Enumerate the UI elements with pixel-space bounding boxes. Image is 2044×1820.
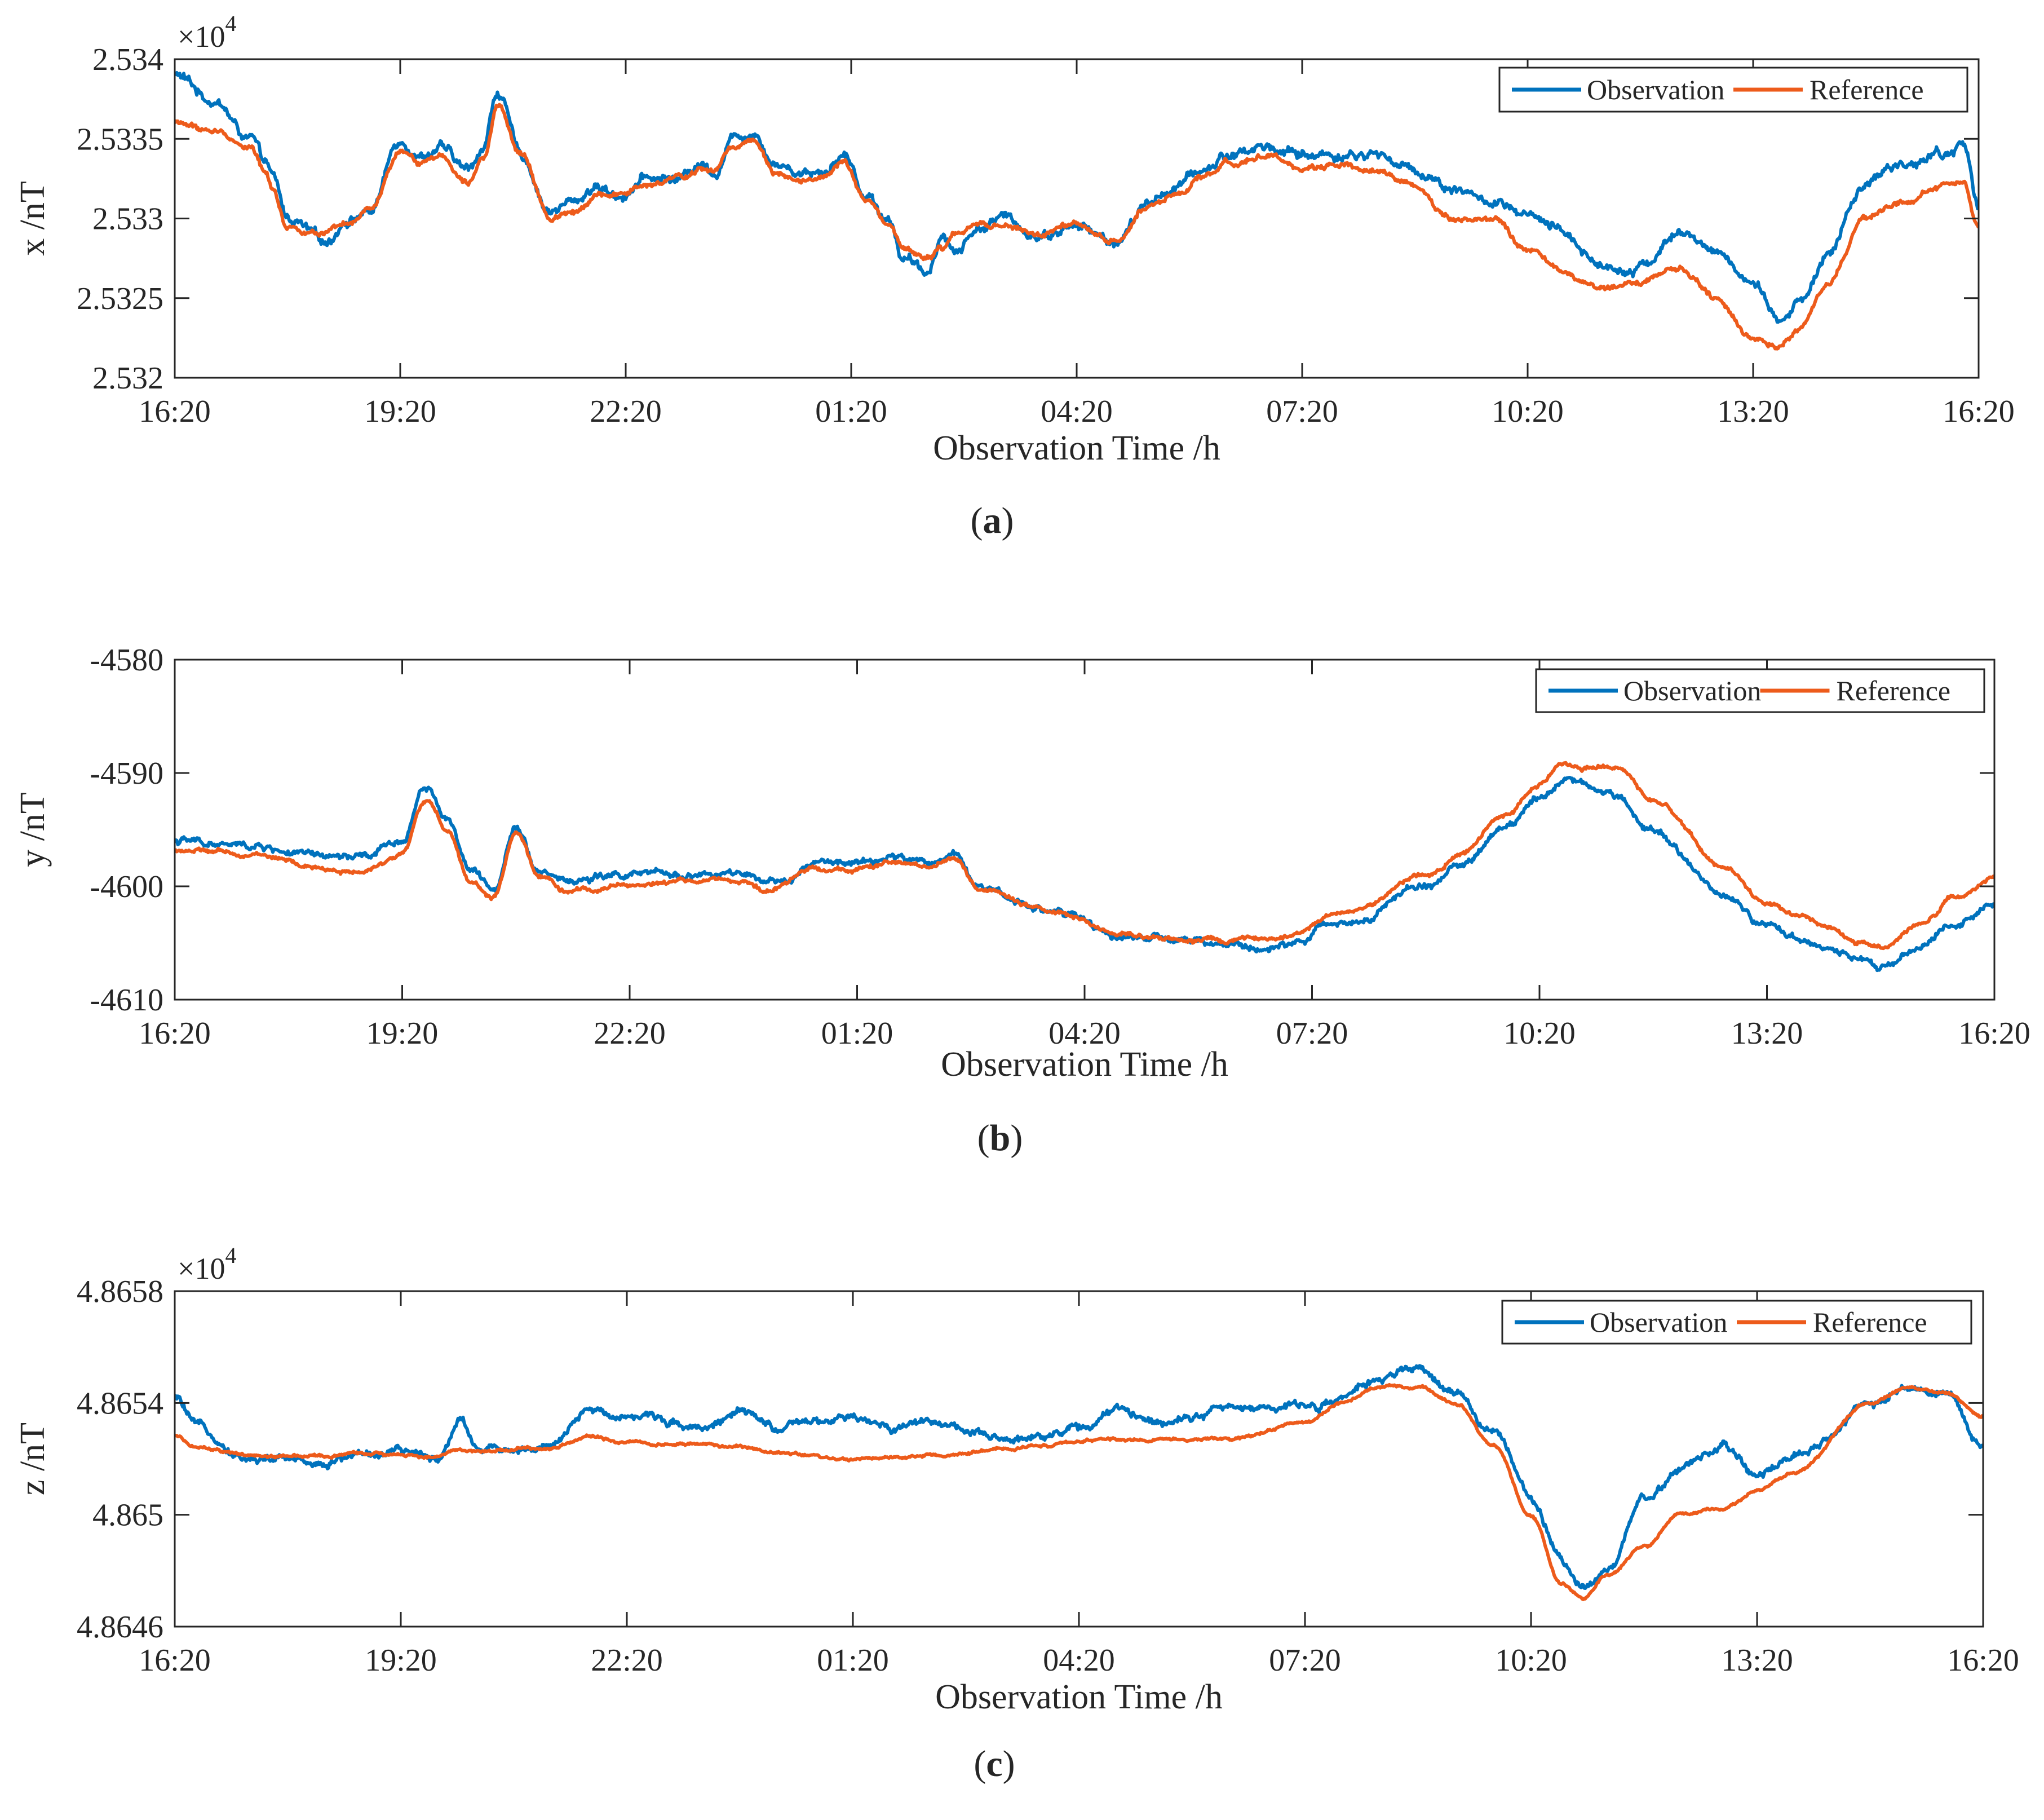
x-tick-label: 16:20 [139,394,211,429]
x-tick-label: 22:20 [590,394,662,429]
axis-multiplier: ×104 [178,1243,236,1286]
x-tick-label: 07:20 [1276,1016,1348,1051]
y-tick-label: 2.533 [92,202,163,237]
x-tick-label: 22:20 [591,1643,663,1678]
x-tick-label: 10:20 [1503,1016,1576,1051]
y-tick-label: 4.8654 [77,1386,163,1421]
y-tick-label: -4610 [90,983,163,1018]
x-tick-label: 07:20 [1266,394,1338,429]
legend-label-observation: Observation [1590,1306,1727,1338]
x-tick-label: 07:20 [1269,1643,1341,1678]
legend: Observation Reference [1498,67,1968,113]
x-tick-label: 04:20 [1041,394,1113,429]
chart-panel-c: 16:20 19:20 22:20 01:20 04:20 07:20 10:20 13:20… [14,1243,2019,1784]
panel-caption: (a) [971,500,1014,541]
x-tick-label: 19:20 [366,1016,439,1051]
axis-multiplier: ×104 [178,11,236,54]
y-tick-label: 4.8658 [77,1274,163,1309]
y-tick-label: -4600 [90,869,163,904]
y-axis-label: x /nT [14,181,52,256]
x-axis-label: Observation Time /h [935,1678,1223,1716]
legend-label-observation: Observation [1623,675,1761,706]
y-tick-label: 2.5335 [77,122,163,157]
x-tick-label: 13:20 [1731,1016,1803,1051]
x-tick-label: 04:20 [1048,1016,1121,1051]
x-tick-label: 13:20 [1721,1643,1793,1678]
x-tick-label: 22:20 [594,1016,666,1051]
y-tick-label: -4580 [90,643,163,678]
y-axis-label: z /nT [14,1423,52,1495]
x-axis-label: Observation Time /h [941,1045,1228,1084]
legend-label-reference: Reference [1809,74,1924,105]
x-tick-label: 13:20 [1717,394,1789,429]
x-tick-label: 01:20 [815,394,887,429]
chart-panel-a: 16:20 19:20 22:20 01:20 04:20 07:20 10:20 13:20… [14,11,2015,541]
x-tick-label: 01:20 [821,1016,893,1051]
series-line-observation [175,1364,1983,1590]
y-tick-label: 2.5325 [77,281,163,316]
y-tick-label: 4.865 [92,1498,163,1533]
x-tick-label: 16:20 [1947,1643,2019,1678]
x-tick-label: 10:20 [1495,1643,1567,1678]
x-tick-label: 19:20 [364,394,436,429]
chart-panel-b: 16:20 19:20 22:20 01:20 04:20 07:20 10:20 13:20… [14,643,2030,1159]
x-tick-label: 01:20 [817,1643,889,1678]
y-tick-label: -4590 [90,756,163,791]
x-axis-label: Observation Time /h [933,429,1220,467]
panel-caption: (c) [974,1743,1015,1784]
y-tick-label: 4.8646 [77,1610,163,1645]
x-tick-label: 16:20 [139,1016,211,1051]
x-tick-label: 04:20 [1043,1643,1115,1678]
series-line-reference [175,761,1994,951]
x-tick-label: 16:20 [1943,394,2015,429]
y-axis-label: y /nT [14,792,52,867]
legend-label-observation: Observation [1587,74,1724,105]
legend-label-reference: Reference [1813,1306,1927,1338]
x-tick-label: 16:20 [139,1643,211,1678]
legend: Observation Reference [1501,1300,1972,1345]
x-tick-label: 19:20 [365,1643,437,1678]
legend-label-reference: Reference [1837,675,1951,706]
series-line-reference [175,1382,1983,1601]
legend: Observation Reference [1535,668,1985,713]
series-line-reference [175,103,1979,351]
x-tick-label: 10:20 [1492,394,1564,429]
panel-caption: (b) [977,1117,1023,1159]
y-tick-label: 2.532 [92,361,163,396]
x-tick-label: 16:20 [1958,1016,2030,1051]
y-tick-label: 2.534 [92,42,163,77]
